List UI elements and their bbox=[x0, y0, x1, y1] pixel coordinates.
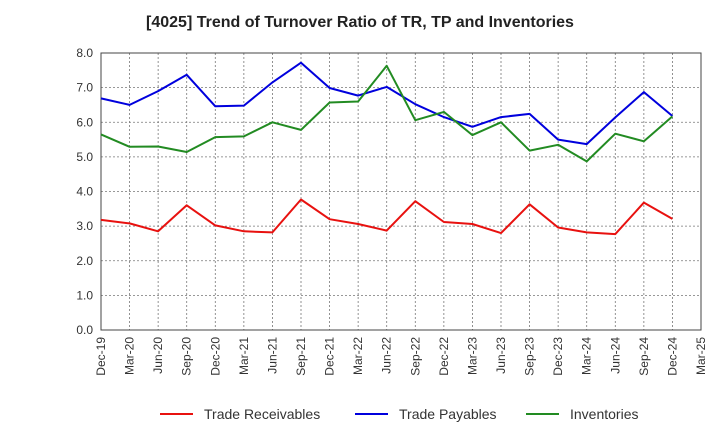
series-line-trade-payables bbox=[100, 61, 674, 146]
legend-label-trade-receivables: Trade Receivables bbox=[204, 406, 320, 422]
x-tick-label: Sep-20 bbox=[180, 337, 194, 376]
y-tick-label: 6.0 bbox=[76, 115, 93, 129]
legend: Trade Receivables Trade Payables Inventori… bbox=[160, 406, 638, 422]
x-tick-label: Sep-23 bbox=[523, 337, 537, 376]
legend-label-inventories: Inventories bbox=[570, 406, 638, 422]
series-line-inventories bbox=[100, 64, 674, 163]
x-tick-label: Dec-19 bbox=[94, 337, 108, 376]
chart-title: [4025] Trend of Turnover Ratio of TR, TP… bbox=[146, 14, 574, 31]
y-tick-label: 3.0 bbox=[76, 219, 93, 233]
y-tick-label: 4.0 bbox=[76, 185, 93, 199]
series-lines bbox=[100, 61, 674, 236]
y-tick-label: 2.0 bbox=[76, 254, 93, 268]
x-tick-label: Dec-20 bbox=[208, 337, 222, 376]
x-tick-label: Jun-24 bbox=[608, 337, 622, 374]
series-line-trade-receivables bbox=[100, 198, 673, 236]
x-tick-label: Mar-24 bbox=[580, 337, 594, 375]
x-tick-label: Jun-23 bbox=[494, 337, 508, 374]
x-tick-label: Mar-21 bbox=[237, 337, 251, 375]
y-tick-label: 0.0 bbox=[76, 323, 93, 337]
x-tick-label: Dec-24 bbox=[665, 337, 679, 376]
y-tick-label: 8.0 bbox=[76, 46, 93, 60]
x-tick-label: Sep-21 bbox=[294, 337, 308, 376]
x-tick-label: Jun-21 bbox=[265, 337, 279, 374]
legend-label-trade-payables: Trade Payables bbox=[399, 406, 497, 422]
x-tick-label: Dec-22 bbox=[437, 337, 451, 376]
x-tick-label: Mar-23 bbox=[465, 337, 479, 375]
x-tick-label: Jun-22 bbox=[380, 337, 394, 374]
axes: 0.0 1.0 2.0 3.0 4.0 5.0 6.0 7.0 8.0 Dec-19 Mar-20 J… bbox=[76, 46, 708, 376]
x-tick-label: Dec-23 bbox=[551, 337, 565, 376]
x-tick-label: Sep-22 bbox=[408, 337, 422, 376]
y-tick-label: 5.0 bbox=[76, 150, 93, 164]
y-tick-label: 7.0 bbox=[76, 81, 93, 95]
x-tick-label: Sep-24 bbox=[637, 337, 651, 376]
x-tick-label: Dec-21 bbox=[323, 337, 337, 376]
x-tick-label: Mar-20 bbox=[123, 337, 137, 375]
x-tick-label: Mar-22 bbox=[351, 337, 365, 375]
y-tick-label: 1.0 bbox=[76, 288, 93, 302]
plot-frame bbox=[100, 52, 702, 331]
x-tick-label: Jun-20 bbox=[151, 337, 165, 374]
x-tick-label: Mar-25 bbox=[694, 337, 708, 375]
